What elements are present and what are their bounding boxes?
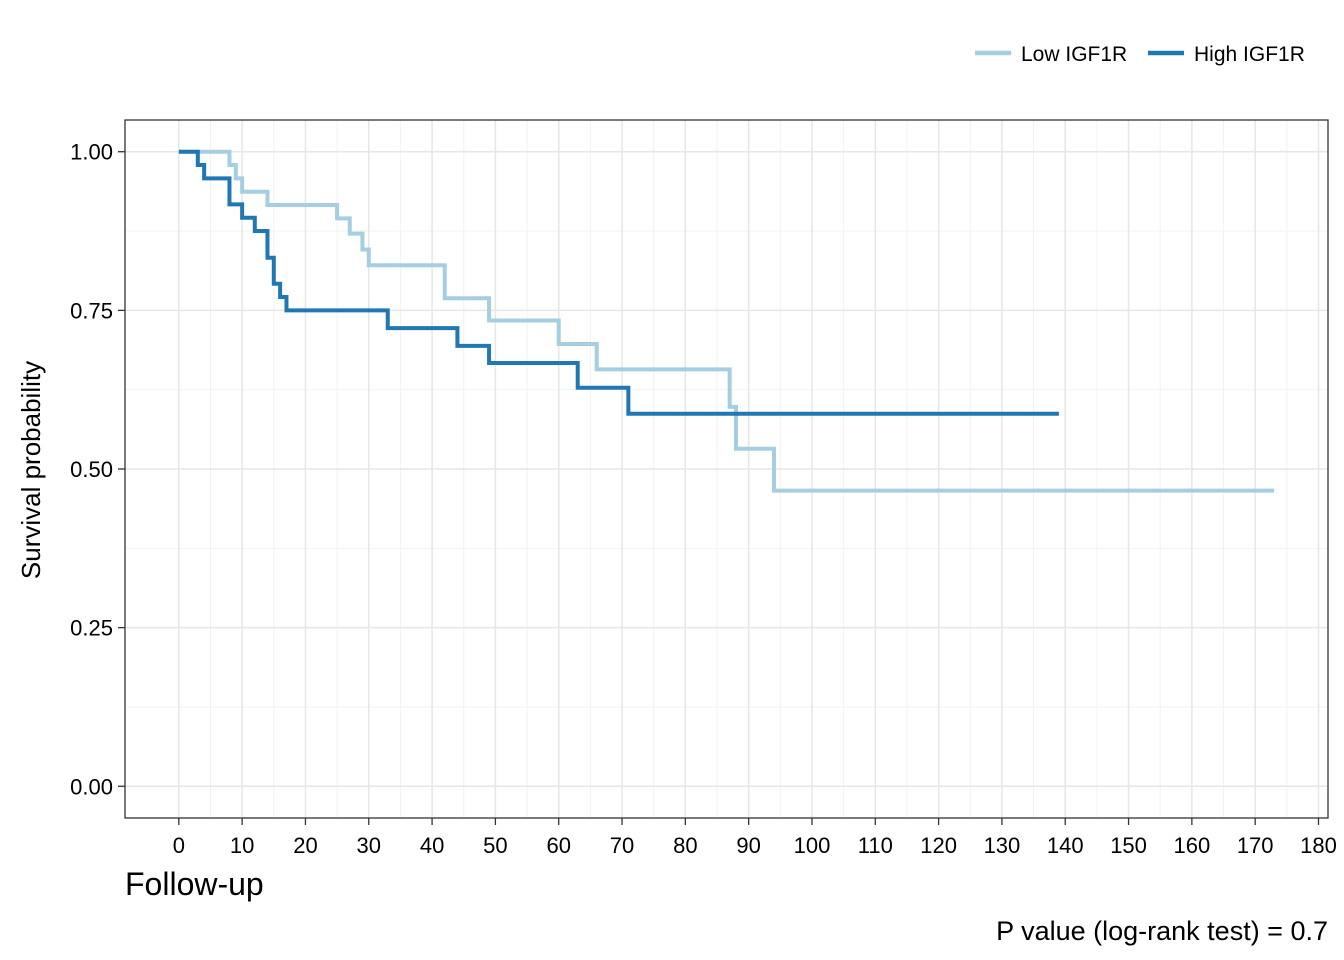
x-tick-label: 100 (794, 833, 831, 858)
y-tick-label: 0.00 (70, 774, 113, 799)
y-axis-title: Survival probability (16, 361, 46, 579)
x-tick-label: 0 (173, 833, 185, 858)
y-tick-label: 0.50 (70, 457, 113, 482)
series-line-high-igf1r (178, 149, 1059, 416)
x-tick-label: 150 (1110, 833, 1147, 858)
x-tick-label: 60 (546, 833, 570, 858)
legend-high-igf1r-label: High IGF1R (1194, 43, 1305, 66)
series-lines (178, 149, 1275, 493)
x-tick-label: 160 (1174, 833, 1211, 858)
pvalue-annotation: P value (log-rank test) = 0.7 (996, 916, 1328, 946)
x-tick-label: 10 (230, 833, 254, 858)
x-tick-label: 40 (420, 833, 444, 858)
legend: Low IGF1R High IGF1R (975, 43, 1305, 66)
series-line-low-igf1r (178, 149, 1275, 493)
x-tick-label: 90 (736, 833, 760, 858)
y-axis: 0.00 0.25 0.50 0.75 1.00 (70, 140, 125, 799)
x-tick-label: 110 (858, 833, 893, 858)
x-tick-label: 70 (610, 833, 634, 858)
x-tick-label: 80 (673, 833, 697, 858)
y-tick-label: 0.25 (70, 616, 113, 641)
y-tick-label: 0.75 (70, 298, 113, 323)
x-tick-label: 140 (1047, 833, 1084, 858)
x-tick-label: 30 (357, 833, 381, 858)
y-tick-label: 1.00 (70, 140, 113, 165)
legend-low-igf1r-label: Low IGF1R (1021, 43, 1127, 66)
grid (125, 120, 1328, 818)
x-axis-title: Follow-up (125, 866, 264, 902)
x-tick-label: 170 (1237, 833, 1274, 858)
x-tick-label: 130 (984, 833, 1021, 858)
x-tick-label: 180 (1300, 833, 1337, 858)
x-axis: 0 10 20 30 40 50 60 70 80 90 100 110 120 130 140 150 160… (173, 818, 1337, 858)
x-tick-label: 20 (293, 833, 317, 858)
x-tick-label: 50 (483, 833, 507, 858)
x-tick-label: 120 (920, 833, 957, 858)
